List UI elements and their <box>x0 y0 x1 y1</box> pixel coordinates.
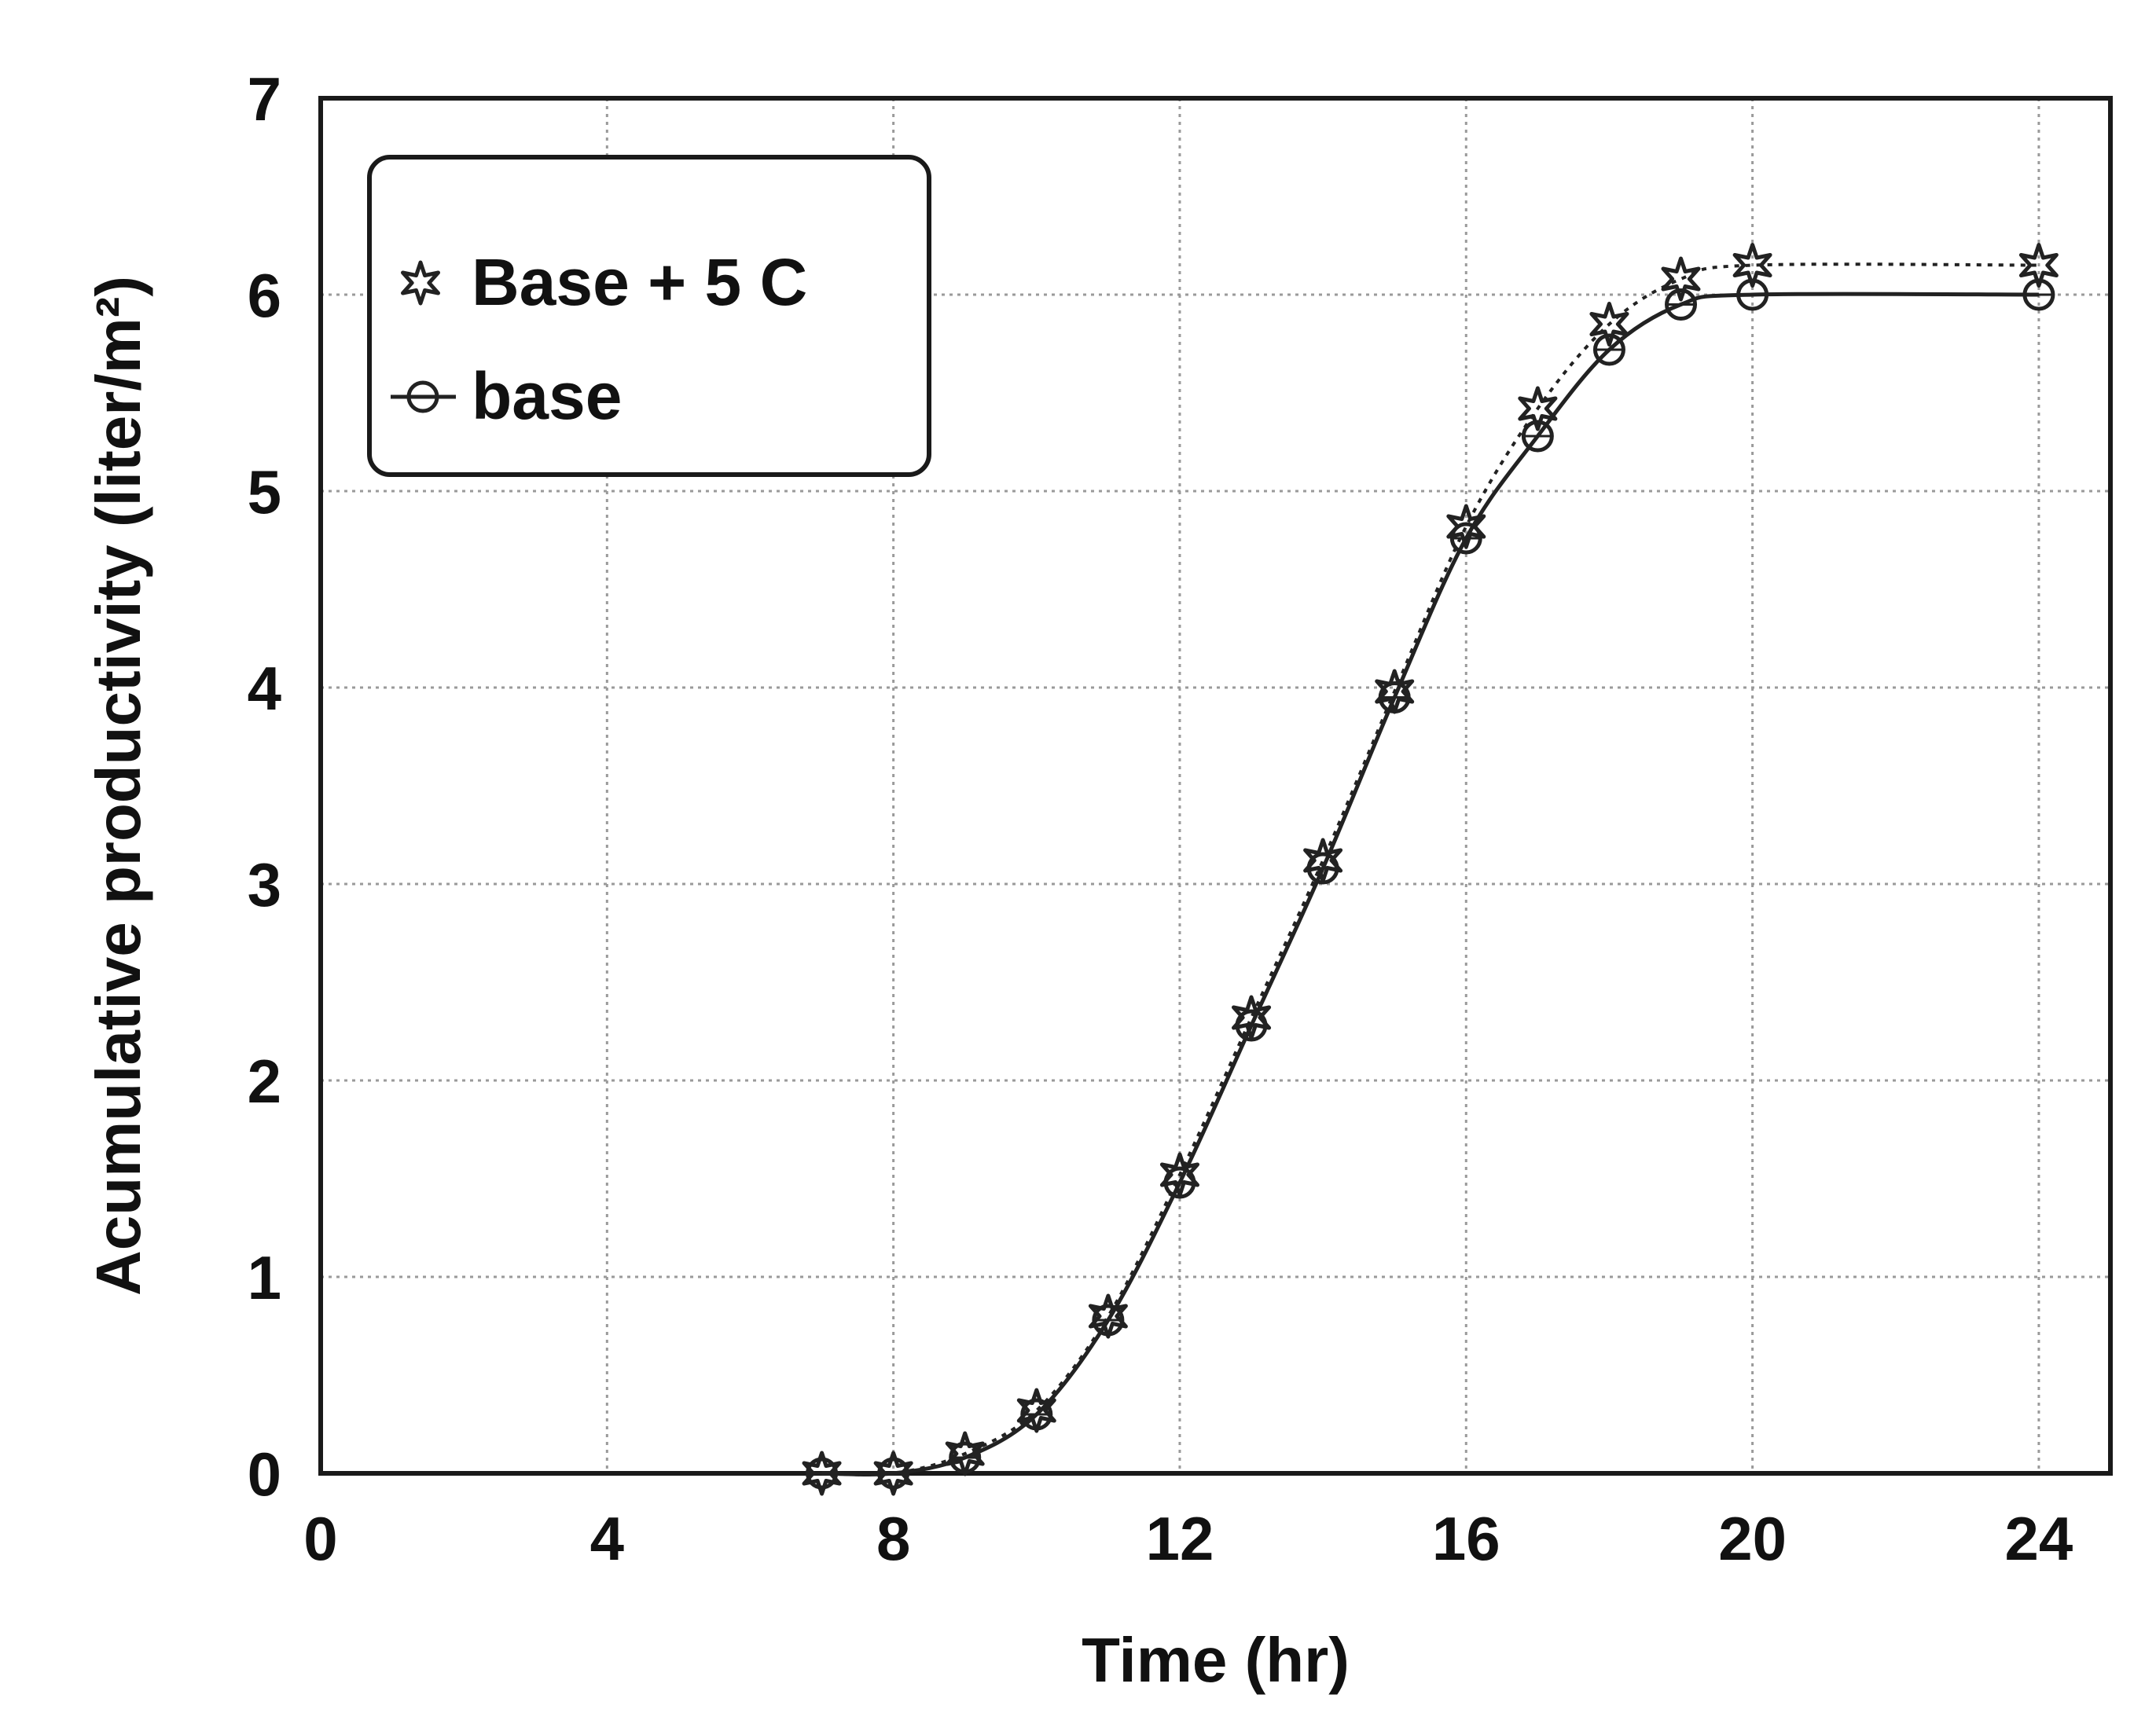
legend-circle-icon <box>406 380 439 413</box>
data-point-circle <box>1592 333 1625 366</box>
data-point-star <box>1518 386 1558 431</box>
y-tick-label: 6 <box>248 261 281 330</box>
legend-item: Base + 5 C <box>401 245 807 319</box>
data-point-star <box>1016 1388 1056 1433</box>
data-point-circle <box>1306 852 1339 885</box>
x-tick-label: 0 <box>303 1504 337 1573</box>
y-tick-label: 0 <box>248 1440 281 1509</box>
y-tick-label: 2 <box>248 1047 281 1116</box>
series-layer <box>802 243 2059 1496</box>
data-point-star <box>2018 243 2059 288</box>
legend-item: base <box>391 359 622 433</box>
data-point-circle <box>1235 1009 1268 1042</box>
y-tick-label: 7 <box>248 64 281 134</box>
data-point-circle <box>877 1457 910 1490</box>
data-point-circle <box>1521 420 1554 453</box>
y-tick-label: 3 <box>248 850 281 919</box>
data-point-circle <box>1736 278 1769 311</box>
legend-box <box>367 155 931 477</box>
data-point-star <box>1661 256 1701 302</box>
legend-label: base <box>472 359 622 433</box>
x-axis-title: Time (hr) <box>1082 1625 1350 1695</box>
y-axis-title: Acumulative productivity (liter/m²) <box>83 276 153 1296</box>
y-tick-label: 4 <box>248 654 281 723</box>
data-point-circle <box>1665 288 1698 321</box>
data-point-star <box>1088 1293 1128 1339</box>
data-point-star <box>1446 504 1486 549</box>
data-point-circle <box>1092 1304 1125 1337</box>
legend-label: Base + 5 C <box>472 245 807 319</box>
x-tick-label: 4 <box>590 1504 624 1573</box>
data-point-star <box>1589 302 1629 347</box>
x-tick-label: 12 <box>1146 1504 1214 1573</box>
data-point-circle <box>1378 681 1411 713</box>
legend: Base + 5 C base <box>367 155 931 477</box>
data-point-circle <box>1449 522 1482 555</box>
legend-star-icon <box>401 260 440 306</box>
data-point-star <box>873 1451 913 1496</box>
data-point-star <box>1732 243 1772 288</box>
data-point-circle <box>806 1457 839 1490</box>
x-tick-label: 20 <box>1718 1504 1787 1573</box>
y-tick-label: 1 <box>248 1243 281 1312</box>
y-tick-label: 5 <box>248 457 281 526</box>
data-point-circle <box>1020 1398 1053 1431</box>
x-tick-label: 16 <box>1432 1504 1500 1573</box>
data-point-circle <box>1163 1166 1196 1199</box>
data-point-star <box>802 1451 842 1496</box>
data-point-circle <box>2022 278 2055 311</box>
plot-frame <box>318 96 2113 1476</box>
x-tick-label: 24 <box>2005 1504 2073 1573</box>
x-tick-label: 8 <box>876 1504 910 1573</box>
data-point-star <box>945 1431 985 1476</box>
data-point-circle <box>949 1441 982 1474</box>
